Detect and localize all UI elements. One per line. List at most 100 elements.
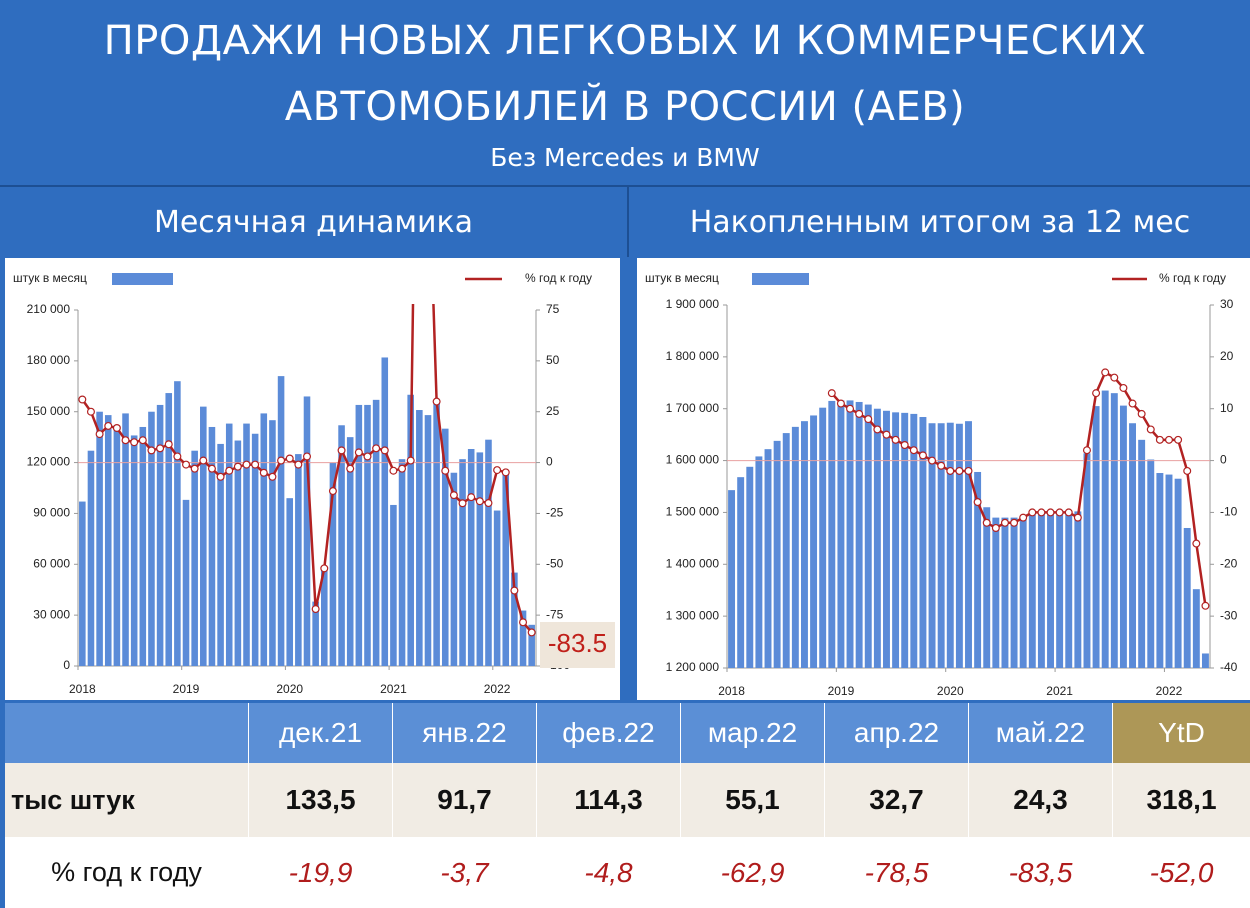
x-tick-label: 2018 — [69, 682, 96, 696]
bar — [965, 421, 972, 668]
bar — [983, 507, 991, 668]
x-tick-label: 2021 — [1046, 684, 1073, 698]
point — [1183, 466, 1192, 475]
point — [164, 440, 173, 449]
point — [130, 438, 139, 447]
point — [112, 423, 121, 432]
y-tick-label: 1 300 000 — [666, 608, 720, 622]
y-tick-label: 1 400 000 — [666, 556, 720, 570]
point — [873, 425, 882, 434]
point — [900, 441, 909, 450]
point — [277, 456, 286, 465]
bar — [364, 404, 371, 666]
subtitle: Без Mercedes и BMW — [490, 143, 760, 172]
x-tick-label: 2020 — [276, 682, 303, 696]
point — [1192, 539, 1201, 548]
y2-tick-label: -50 — [546, 556, 564, 570]
bar — [433, 403, 440, 666]
table-cell: 318,1 — [1112, 763, 1250, 837]
bar — [424, 415, 432, 666]
y2-tick-label: 0 — [546, 455, 553, 469]
y-tick-label: 90 000 — [33, 506, 70, 520]
bar — [1165, 474, 1173, 668]
legend-swatch — [112, 273, 173, 285]
point — [964, 466, 973, 475]
bar — [450, 472, 458, 666]
point — [259, 468, 268, 477]
bar — [901, 412, 909, 668]
point — [182, 460, 191, 469]
table-cell: 24,3 — [968, 763, 1112, 837]
point — [320, 564, 329, 573]
point — [207, 464, 216, 473]
point — [268, 472, 277, 481]
bar — [992, 517, 1000, 668]
bar — [346, 437, 354, 666]
point — [173, 452, 182, 461]
point — [354, 448, 363, 457]
bar — [737, 477, 745, 668]
bar — [251, 433, 259, 666]
point — [86, 407, 95, 416]
point — [864, 415, 873, 424]
y2-tick-label: 0 — [1220, 453, 1227, 467]
row-label: % год к году — [5, 837, 248, 908]
point — [1028, 508, 1037, 517]
x-tick-label: 2021 — [380, 682, 407, 696]
bar — [269, 420, 276, 666]
bar — [139, 426, 147, 666]
bar — [502, 472, 510, 666]
point — [363, 452, 372, 461]
table-cell: -4,8 — [536, 837, 680, 908]
point — [242, 460, 251, 469]
title-line: ПРОДАЖИ НОВЫХ ЛЕГКОВЫХ И КОММЕРЧЕСКИХ — [103, 18, 1147, 64]
y-tick-label: 0 — [63, 658, 70, 672]
section-title: Накопленным итогом за 12 мес — [630, 187, 1250, 257]
point — [372, 444, 381, 453]
bar — [1174, 478, 1182, 668]
bar — [1201, 653, 1209, 668]
annotation-box — [540, 622, 615, 668]
bar — [1156, 473, 1164, 668]
point — [1046, 508, 1055, 517]
point — [493, 466, 502, 475]
point — [432, 397, 441, 406]
bar — [1037, 512, 1045, 668]
y-tick-label: 1 500 000 — [666, 505, 720, 519]
point — [303, 452, 312, 461]
point — [1019, 513, 1028, 522]
bar — [928, 423, 936, 668]
table-cell: -62,9 — [680, 837, 824, 908]
point — [510, 586, 519, 595]
table-cell: -78,5 — [824, 837, 968, 908]
y2-tick-label: -10 — [1220, 505, 1238, 519]
point — [982, 518, 991, 527]
point — [1164, 435, 1173, 444]
bar — [467, 449, 475, 666]
legend-label: % год к году — [525, 271, 592, 285]
bar — [1074, 511, 1082, 668]
y2-tick-label: -40 — [1220, 660, 1238, 674]
bar — [156, 404, 164, 666]
column-header: дек.21 — [248, 703, 392, 763]
bar — [381, 357, 389, 666]
point — [1064, 508, 1073, 517]
column-header: YtD — [1112, 703, 1250, 763]
column-header: фев.22 — [536, 703, 680, 763]
point — [406, 456, 415, 465]
bar — [200, 406, 207, 666]
bar — [96, 411, 103, 666]
y-tick-label: 1 800 000 — [666, 349, 720, 363]
bar — [883, 410, 890, 668]
point — [1082, 446, 1091, 455]
bar — [217, 443, 224, 666]
column-header: мар.22 — [680, 703, 824, 763]
point — [441, 466, 450, 475]
point — [918, 451, 927, 460]
table-cell: -19,9 — [248, 837, 392, 908]
bar — [1101, 390, 1109, 668]
x-tick-label: 2020 — [937, 684, 964, 698]
point — [104, 421, 113, 430]
bar — [837, 400, 845, 668]
bar — [174, 381, 181, 666]
